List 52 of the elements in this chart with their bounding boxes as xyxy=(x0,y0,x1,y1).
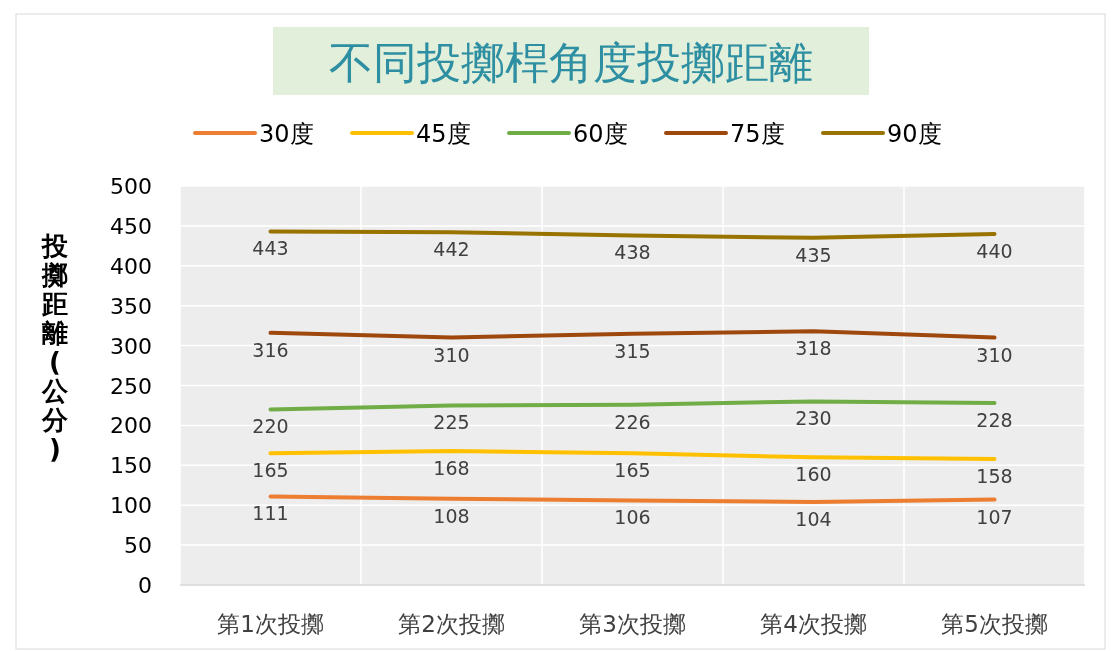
data-label: 165 xyxy=(614,459,651,482)
y-tick-label: 350 xyxy=(110,293,152,319)
data-label: 226 xyxy=(614,410,651,433)
legend-label: 60度 xyxy=(573,120,628,148)
data-label: 106 xyxy=(614,506,651,529)
legend-label: 45度 xyxy=(416,120,471,148)
y-tick-label: 300 xyxy=(110,333,152,359)
y-tick-label: 150 xyxy=(110,453,152,479)
legend-label: 30度 xyxy=(259,120,314,148)
x-tick-label: 第5次投擲 xyxy=(941,611,1048,637)
data-label: 440 xyxy=(976,239,1013,262)
data-label: 108 xyxy=(433,504,470,527)
y-tick-label: 400 xyxy=(110,253,152,279)
x-tick-label: 第2次投擲 xyxy=(398,611,505,637)
data-label: 442 xyxy=(433,238,470,261)
data-label: 310 xyxy=(976,343,1013,366)
y-tick-label: 0 xyxy=(138,573,152,598)
line-series xyxy=(268,329,997,340)
legend-label: 75度 xyxy=(730,120,785,148)
chart-title: 不同投擲桿角度投擲距離 xyxy=(329,37,813,88)
data-label: 310 xyxy=(433,343,470,366)
y-tick-label: 450 xyxy=(110,213,152,239)
y-tick-label: 100 xyxy=(110,493,152,519)
y-tick-label: 50 xyxy=(124,533,152,559)
data-label: 225 xyxy=(433,411,470,434)
data-label: 165 xyxy=(252,459,289,482)
data-label: 158 xyxy=(976,464,1013,487)
data-label: 315 xyxy=(614,339,651,362)
data-label: 107 xyxy=(976,505,1013,528)
line-series xyxy=(268,448,997,461)
y-tick-label: 200 xyxy=(110,413,152,439)
data-label: 168 xyxy=(433,456,470,479)
line-series xyxy=(268,229,997,240)
data-label: 160 xyxy=(795,463,832,486)
x-tick-label: 第4次投擲 xyxy=(760,611,867,637)
legend-label: 90度 xyxy=(887,120,942,148)
data-label: 318 xyxy=(795,337,832,360)
data-label: 220 xyxy=(252,415,289,438)
data-label: 104 xyxy=(795,508,832,531)
data-label: 316 xyxy=(252,338,289,361)
y-tick-label: 250 xyxy=(110,373,152,399)
data-label: 443 xyxy=(252,237,289,260)
data-label: 435 xyxy=(795,243,832,266)
data-label: 230 xyxy=(795,407,832,430)
line-series xyxy=(268,399,997,412)
data-label: 228 xyxy=(976,409,1013,432)
data-label: 111 xyxy=(252,502,289,525)
y-tick-label: 500 xyxy=(110,174,152,199)
x-tick-label: 第1次投擲 xyxy=(217,611,324,637)
x-tick-label: 第3次投擲 xyxy=(579,611,686,637)
y-axis-title: 投擲距離(公分) xyxy=(41,231,69,464)
data-label: 438 xyxy=(614,241,651,264)
